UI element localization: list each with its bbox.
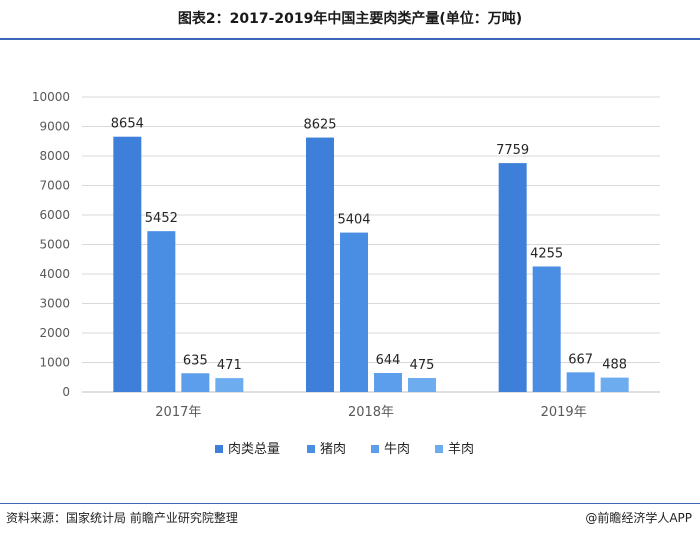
bar — [566, 372, 595, 392]
x-tick-label: 2018年 — [348, 405, 394, 420]
data-label: 488 — [602, 358, 627, 373]
bar — [374, 373, 402, 392]
gridlines — [82, 96, 660, 393]
data-label: 471 — [217, 358, 242, 373]
bar — [408, 377, 436, 392]
data-label: 475 — [410, 358, 435, 373]
title-divider — [0, 38, 700, 40]
legend-swatch — [307, 445, 315, 453]
legend-swatch — [215, 445, 223, 453]
legend-label: 牛肉 — [384, 442, 410, 457]
y-tick-label: 10000 — [32, 90, 70, 104]
y-tick-label: 7000 — [39, 179, 70, 193]
y-tick-label: 5000 — [39, 238, 70, 252]
bar — [600, 377, 629, 392]
x-tick-label: 2019年 — [541, 405, 587, 420]
bar-chart: 0 1000 2000 3000 4000 5000 6000 7000 8000 9000 100… — [32, 90, 660, 457]
bar — [181, 373, 210, 392]
data-label: 4255 — [530, 246, 563, 261]
source-note: 资料来源：国家统计局 前瞻产业研究院整理 — [6, 511, 238, 525]
y-tick-label: 8000 — [39, 149, 70, 163]
bars — [113, 136, 629, 392]
data-label: 644 — [376, 353, 401, 368]
data-label: 5404 — [337, 213, 370, 228]
data-label: 8625 — [303, 118, 336, 133]
data-label: 667 — [568, 352, 593, 367]
y-tick-label: 0 — [62, 385, 70, 399]
bar — [147, 231, 176, 392]
y-tick-label: 1000 — [39, 356, 70, 370]
x-tick-label: 2017年 — [155, 405, 201, 420]
data-labels: 8654 5452 635 471 8625 5404 644 475 7759 4255 667 4… — [111, 117, 627, 373]
y-tick-label: 2000 — [39, 326, 70, 340]
y-tick-label: 4000 — [39, 267, 70, 281]
x-axis: 2017年 2018年 2019年 — [155, 405, 586, 420]
y-tick-label: 9000 — [39, 120, 70, 134]
y-tick-label: 6000 — [39, 208, 70, 222]
legend: 肉类总量 猪肉 牛肉 羊肉 — [215, 441, 474, 457]
chart-title: 图表2：2017-2019年中国主要肉类产量(单位：万吨) — [177, 11, 523, 27]
legend-swatch — [371, 445, 379, 453]
y-tick-label: 3000 — [39, 297, 70, 311]
legend-swatch — [435, 445, 443, 453]
legend-label: 肉类总量 — [228, 442, 280, 457]
bar — [306, 137, 334, 392]
y-axis: 0 1000 2000 3000 4000 5000 6000 7000 8000 9000 100… — [32, 90, 70, 399]
data-label: 7759 — [496, 143, 529, 158]
bar — [340, 232, 368, 392]
bar — [498, 163, 527, 392]
data-label: 8654 — [111, 117, 144, 132]
brand-credit: @前瞻经济学人APP — [585, 511, 692, 525]
legend-label: 羊肉 — [448, 441, 474, 457]
legend-label: 猪肉 — [320, 442, 346, 457]
data-label: 635 — [183, 353, 208, 368]
bar — [215, 378, 244, 392]
footer-divider — [0, 503, 700, 504]
bar — [113, 136, 142, 392]
data-label: 5452 — [145, 211, 178, 226]
bar — [532, 266, 561, 392]
